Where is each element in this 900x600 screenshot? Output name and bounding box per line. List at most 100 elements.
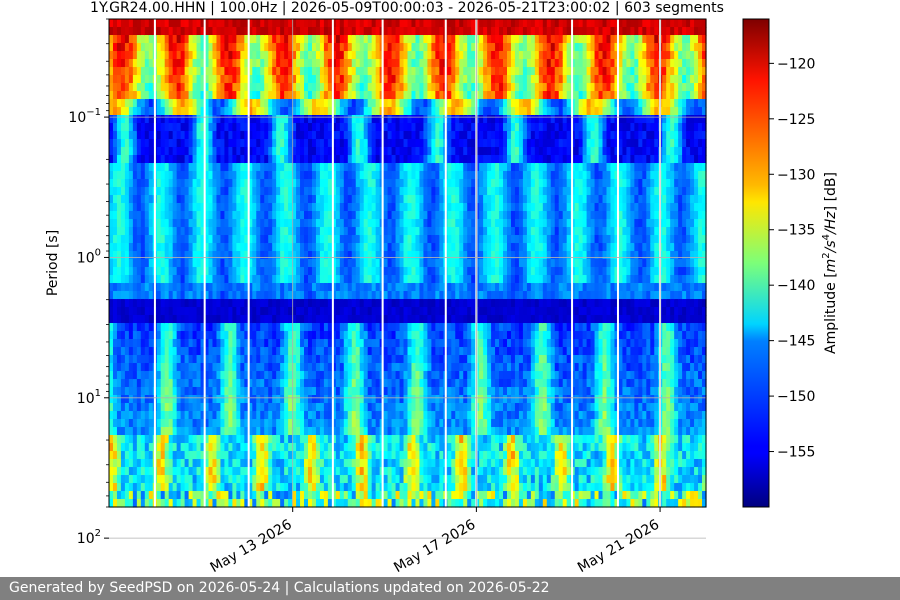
heatmap-cell (232, 315, 237, 324)
heatmap-cell (387, 283, 393, 292)
heatmap-cell (427, 227, 432, 236)
heatmap-cell (256, 163, 261, 172)
heatmap-cell (292, 75, 297, 84)
heatmap-cell (220, 139, 226, 148)
heatmap-cell (300, 91, 305, 100)
heatmap-cell (208, 371, 214, 380)
heatmap-cell (284, 499, 289, 508)
heatmap-cell (339, 283, 345, 292)
heatmap-cell (359, 27, 365, 36)
heatmap-cell (383, 171, 389, 180)
heatmap-cell (288, 451, 293, 460)
heatmap-cell (371, 467, 377, 476)
heatmap-cell (367, 371, 373, 380)
heatmap-cell (196, 267, 202, 276)
heatmap-cell (327, 59, 333, 68)
heatmap-cell (399, 491, 405, 500)
heatmap-cell (415, 187, 421, 196)
heatmap-cell (184, 67, 190, 76)
heatmap-cell (184, 227, 190, 236)
heatmap-cell (228, 267, 233, 276)
heatmap-cell (232, 435, 237, 444)
chart-title: 1Y.GR24.00.HHN | 100.0Hz | 2026-05-09T00… (90, 0, 724, 16)
heatmap-cell (260, 219, 265, 228)
heatmap-cell (296, 419, 301, 428)
heatmap-cell (419, 251, 425, 260)
heatmap-cell (284, 59, 289, 68)
heatmap-cell (136, 75, 142, 84)
heatmap-cell (284, 147, 289, 156)
heatmap-cell (148, 363, 154, 372)
heatmap-cell (188, 435, 194, 444)
heatmap-cell (276, 99, 281, 108)
heatmap-cell (415, 283, 421, 292)
heatmap-cell (260, 123, 265, 132)
heatmap-cell (419, 299, 425, 308)
heatmap-cell (120, 435, 126, 444)
heatmap-cell (176, 499, 182, 508)
heatmap-cell (327, 443, 333, 452)
heatmap-cell (323, 499, 329, 508)
heatmap-cell (315, 131, 321, 140)
heatmap-cell (411, 371, 417, 380)
heatmap-cell (208, 99, 214, 108)
heatmap-cell (116, 283, 122, 292)
heatmap-cell (399, 43, 405, 52)
heatmap-cell (280, 43, 285, 52)
heatmap-cell (339, 299, 345, 308)
heatmap-cell (164, 371, 170, 380)
heatmap-cell (427, 107, 432, 116)
heatmap-cell (216, 331, 222, 340)
heatmap-cell (415, 99, 421, 108)
heatmap-cell (252, 427, 257, 436)
heatmap-cell (419, 19, 425, 28)
heatmap-cell (192, 219, 198, 228)
heatmap-cell (188, 323, 194, 332)
heatmap-cell (148, 43, 154, 52)
heatmap-cell (300, 291, 305, 300)
heatmap-cell (200, 291, 206, 300)
heatmap-cell (308, 147, 313, 156)
heatmap-cell (308, 99, 313, 108)
heatmap-cell (403, 387, 409, 396)
heatmap-cell (395, 339, 401, 348)
heatmap-cell (196, 459, 202, 468)
heatmap-cell (208, 163, 214, 172)
heatmap-cell (383, 459, 389, 468)
heatmap-cell (144, 347, 150, 356)
heatmap-cell (411, 163, 417, 172)
heatmap-cell (220, 155, 226, 164)
heatmap-cell (351, 387, 357, 396)
heatmap-cell (415, 227, 421, 236)
heatmap-cell (276, 219, 281, 228)
heatmap-cell (423, 427, 428, 436)
heatmap-cell (136, 259, 142, 268)
heatmap-cell (296, 131, 301, 140)
heatmap-cell (280, 371, 285, 380)
heatmap-cell (308, 155, 313, 164)
heatmap-cell (339, 339, 345, 348)
heatmap-cell (292, 27, 297, 36)
heatmap-cell (256, 403, 261, 412)
heatmap-cell (351, 171, 357, 180)
heatmap-cell (296, 107, 301, 116)
heatmap-cell (112, 491, 118, 500)
heatmap-cell (216, 171, 222, 180)
heatmap-cell (248, 75, 253, 84)
heatmap-cell (371, 107, 377, 116)
heatmap-cell (252, 147, 257, 156)
heatmap-cell (272, 491, 277, 500)
heatmap-cell (311, 75, 317, 84)
heatmap-cell (327, 67, 333, 76)
heatmap-cell (288, 483, 293, 492)
heatmap-cell (224, 459, 229, 468)
heatmap-cell (347, 19, 353, 28)
heatmap-cell (276, 315, 281, 324)
heatmap-cell (304, 19, 309, 28)
heatmap-cell (128, 331, 134, 340)
heatmap-cell (204, 395, 210, 404)
heatmap-cell (204, 171, 210, 180)
heatmap-cell (232, 331, 237, 340)
heatmap-cell (419, 491, 425, 500)
heatmap-cell (124, 363, 130, 372)
